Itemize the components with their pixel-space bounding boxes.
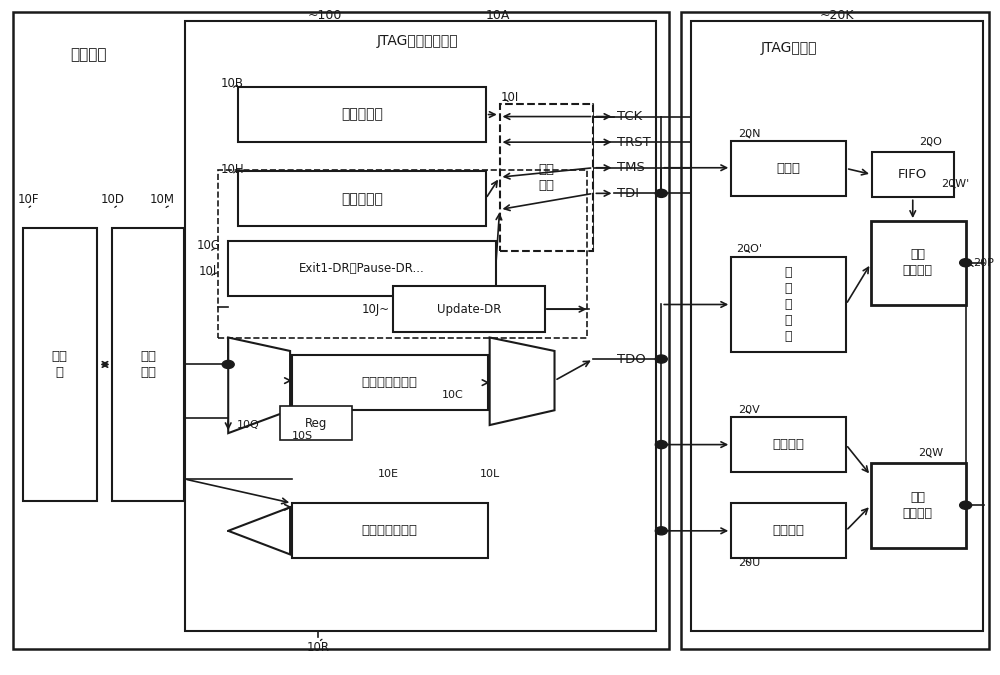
Circle shape: [655, 526, 667, 535]
Text: 10Q: 10Q: [237, 420, 260, 430]
Text: 20O: 20O: [919, 137, 942, 147]
Text: Exit1-DR或Pause-DR...: Exit1-DR或Pause-DR...: [299, 262, 425, 275]
Bar: [13, 12, 669, 649]
Bar: [185, 21, 656, 630]
Text: 比较
电路单元: 比较 电路单元: [903, 248, 933, 277]
Text: 10J~: 10J~: [362, 302, 390, 316]
Text: 存储
器: 存储 器: [52, 350, 68, 379]
Text: JTAG主机端: JTAG主机端: [761, 41, 817, 55]
Bar: [500, 105, 593, 251]
Text: 第二数据寄存器: 第二数据寄存器: [362, 524, 418, 537]
Text: 缓冲器: 缓冲器: [776, 162, 800, 175]
Text: 目标系统: 目标系统: [70, 47, 107, 62]
Text: 10L: 10L: [480, 468, 500, 479]
Text: 指令寄存器: 指令寄存器: [341, 107, 383, 122]
Text: 10G: 10G: [196, 240, 220, 252]
Bar: [292, 503, 488, 558]
Text: 控制
逻辑: 控制 逻辑: [539, 163, 555, 192]
Text: 校验电路: 校验电路: [772, 438, 804, 451]
Text: 读
回
缓
冲
器: 读 回 缓 冲 器: [784, 266, 792, 343]
Text: 20V: 20V: [738, 404, 760, 414]
Text: ~20K: ~20K: [820, 9, 854, 22]
Bar: [871, 464, 966, 547]
Text: 10M: 10M: [150, 193, 175, 206]
Circle shape: [655, 441, 667, 449]
Text: 20W: 20W: [918, 448, 943, 458]
Text: 10D: 10D: [100, 193, 124, 206]
Circle shape: [960, 259, 972, 267]
Bar: [292, 355, 488, 410]
Text: JTAG存取接口装置: JTAG存取接口装置: [377, 34, 459, 48]
Bar: [681, 12, 989, 649]
Text: Update-DR: Update-DR: [437, 302, 501, 316]
Text: 10S: 10S: [291, 431, 313, 441]
Text: 10C: 10C: [442, 389, 464, 400]
Bar: [228, 240, 496, 296]
Bar: [731, 503, 846, 558]
Circle shape: [655, 189, 667, 197]
Bar: [280, 406, 352, 440]
Bar: [393, 286, 545, 332]
Bar: [872, 152, 954, 197]
Text: 接口
电路: 接口 电路: [140, 350, 156, 379]
Text: TDI: TDI: [617, 187, 639, 200]
Text: 10B: 10B: [221, 77, 244, 90]
Bar: [691, 21, 983, 630]
Bar: [731, 417, 846, 472]
Bar: [238, 171, 486, 226]
Text: Reg: Reg: [305, 416, 327, 429]
Text: 10A: 10A: [485, 9, 510, 22]
Text: TCK: TCK: [617, 110, 643, 123]
Circle shape: [960, 501, 972, 509]
Text: TRST: TRST: [617, 136, 651, 148]
Text: 10H: 10H: [220, 163, 244, 176]
Text: 20W': 20W': [942, 179, 970, 189]
Text: 模式寄存器: 模式寄存器: [341, 192, 383, 206]
Bar: [731, 141, 846, 196]
Bar: [731, 256, 846, 352]
Bar: [112, 227, 184, 501]
Polygon shape: [228, 338, 290, 433]
Text: ~100: ~100: [308, 9, 342, 22]
Text: TMS: TMS: [617, 161, 645, 174]
Text: 10F: 10F: [18, 193, 39, 206]
Bar: [218, 171, 587, 338]
Text: TDO: TDO: [617, 352, 646, 366]
Text: 第一数据寄存器: 第一数据寄存器: [362, 376, 418, 389]
Polygon shape: [228, 507, 290, 554]
Text: 10E: 10E: [377, 468, 398, 479]
Text: FIFO: FIFO: [898, 168, 927, 181]
Bar: [871, 221, 966, 305]
Text: 20U: 20U: [738, 558, 760, 568]
Text: 20N: 20N: [738, 129, 760, 139]
Bar: [23, 227, 97, 501]
Text: 比较
电路单元: 比较 电路单元: [903, 491, 933, 520]
Text: 校验电路: 校验电路: [772, 524, 804, 537]
Bar: [238, 87, 486, 142]
Text: 20P: 20P: [973, 258, 994, 268]
Text: 10l: 10l: [199, 265, 217, 278]
Text: 10I: 10I: [500, 91, 519, 104]
Polygon shape: [490, 338, 555, 425]
Circle shape: [655, 355, 667, 363]
Text: 20O': 20O': [736, 244, 762, 254]
Text: 10R: 10R: [307, 641, 330, 654]
Circle shape: [222, 360, 234, 369]
